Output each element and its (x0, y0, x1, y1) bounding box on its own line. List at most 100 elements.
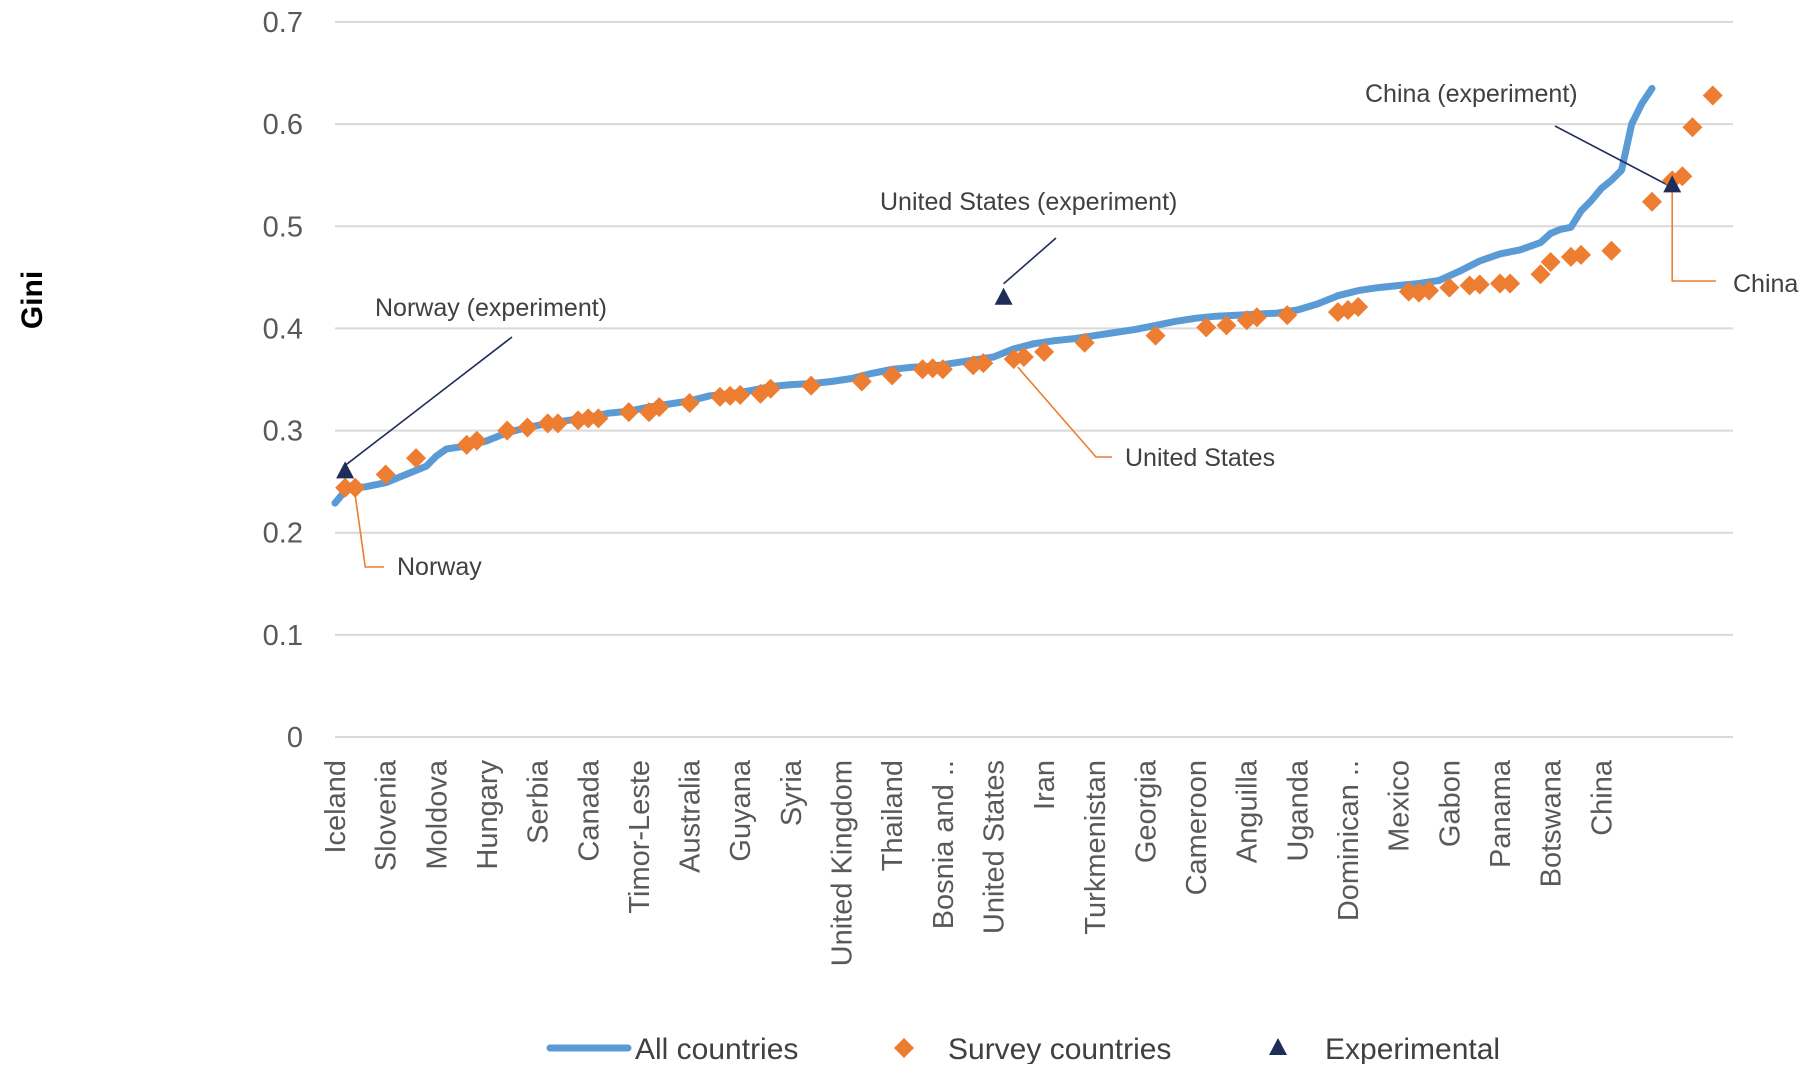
experimental-marker (336, 461, 355, 479)
x-tick-label: Mexico (1384, 760, 1416, 852)
x-tick-label: Canada (573, 759, 605, 861)
survey-country-marker (1490, 273, 1510, 294)
x-tick-label: Guyana (725, 759, 757, 861)
survey-country-marker (801, 375, 822, 396)
x-tick-label: Hungary (472, 760, 504, 870)
x-tick-label: Anguilla (1232, 759, 1264, 863)
survey-country-marker (406, 448, 427, 469)
survey-country-marker (1571, 244, 1592, 265)
x-tick-label: Serbia (523, 759, 555, 844)
survey-country-marker (1672, 166, 1693, 187)
x-tick-label: Iran (1029, 760, 1061, 810)
x-tick-label: Iceland (320, 760, 352, 854)
annotation-leader (1003, 237, 1057, 285)
y-axis-label: Gini (16, 271, 49, 329)
x-tick-label: Gabon (1434, 760, 1466, 847)
annotation-leader (344, 336, 513, 467)
x-tick-label: United States (978, 760, 1010, 934)
y-tick-label: 0.2 (263, 518, 303, 550)
x-tick-label: Timor-Leste (624, 760, 656, 914)
survey-country-marker (1702, 85, 1723, 106)
x-tick-label: Syria (776, 759, 808, 826)
survey-country-marker (1034, 341, 1055, 362)
survey-country-marker (1641, 191, 1662, 212)
legend-diamond-swatch (894, 1038, 914, 1058)
x-tick-label: Georgia (1130, 759, 1162, 863)
survey-country-marker (1145, 325, 1166, 346)
x-tick-label: Bosnia and .. (928, 760, 960, 929)
survey-country-marker (932, 359, 953, 380)
legend-triangle-swatch (1269, 1038, 1287, 1055)
annotation-leader (1017, 366, 1112, 458)
annotation-label: China (1733, 270, 1798, 298)
x-tick-label: China (1586, 759, 1618, 836)
survey-country-marker (1540, 252, 1561, 273)
survey-markers (335, 85, 1723, 498)
legend-label-experimental: Experimental (1325, 1033, 1500, 1064)
survey-country-marker (1682, 117, 1703, 138)
x-tick-label: Australia (675, 759, 707, 873)
y-tick-label: 0 (287, 722, 303, 754)
survey-country-marker (730, 384, 751, 405)
survey-country-marker (760, 378, 781, 399)
annotation-label: Norway (397, 553, 482, 581)
survey-country-marker (1246, 307, 1267, 328)
annotation-label: United States (experiment) (880, 188, 1177, 216)
survey-country-marker (345, 477, 366, 498)
y-tick-label: 0.5 (263, 211, 303, 243)
experimental-marker (1663, 175, 1682, 193)
annotation-label: Norway (experiment) (375, 294, 607, 322)
legend: All countries Survey countries Experimenta… (546, 1033, 1500, 1066)
survey-country-marker (578, 408, 599, 429)
survey-country-marker (679, 392, 700, 413)
survey-country-marker (1348, 296, 1369, 317)
survey-country-marker (466, 430, 487, 451)
survey-country-marker (1277, 305, 1298, 326)
survey-country-marker (649, 397, 670, 418)
survey-country-marker (517, 417, 538, 438)
survey-country-marker (1500, 273, 1521, 294)
annotation-leader (354, 495, 384, 568)
survey-country-marker (547, 413, 568, 434)
y-tick-label: 0.4 (263, 313, 303, 345)
survey-country-marker (1530, 264, 1551, 285)
survey-country-marker (588, 408, 609, 429)
x-tick-label: Moldova (421, 759, 453, 869)
gridlines (335, 21, 1733, 738)
experimental-marker (994, 287, 1013, 305)
survey-country-marker (618, 402, 639, 423)
y-tick-labels: 0 0.1 0.2 0.3 0.4 0.5 0.6 0.7 (263, 7, 303, 754)
x-tick-label: Cameroon (1181, 760, 1213, 895)
survey-country-marker (1216, 315, 1237, 336)
annotation-leader (1554, 125, 1673, 189)
survey-country-marker (1439, 277, 1460, 298)
annotation-leader (1671, 192, 1716, 282)
y-tick-label: 0.1 (263, 620, 303, 652)
legend-label-survey-countries: Survey countries (948, 1033, 1171, 1064)
survey-country-marker (1013, 347, 1034, 368)
y-tick-label: 0.7 (263, 7, 303, 39)
x-tick-label: Turkmenistan (1080, 760, 1112, 935)
legend-label-all-countries: All countries (635, 1033, 798, 1064)
x-tick-label: Slovenia (371, 759, 403, 871)
survey-country-marker (335, 477, 356, 498)
experimental-markers (336, 175, 1682, 479)
survey-country-marker (1074, 332, 1095, 353)
x-tick-label: Panama (1485, 759, 1517, 868)
survey-country-marker (375, 464, 396, 485)
survey-country-marker (882, 365, 903, 386)
y-tick-label: 0.6 (263, 109, 303, 141)
y-tick-label: 0.3 (263, 416, 303, 448)
x-tick-label: Botswana (1536, 759, 1568, 887)
annotation-label: China (experiment) (1365, 80, 1578, 108)
annotations: Norway (experiment) United States (experi… (344, 80, 1798, 581)
survey-country-marker (1196, 317, 1217, 338)
x-tick-label: United Kingdom (827, 760, 859, 966)
x-tick-labels: Iceland Slovenia Moldova Hungary Serbia Canad… (320, 759, 1618, 966)
survey-country-marker (497, 420, 518, 441)
survey-country-marker (537, 413, 558, 434)
survey-country-marker (973, 353, 994, 374)
survey-country-marker (1419, 280, 1440, 301)
